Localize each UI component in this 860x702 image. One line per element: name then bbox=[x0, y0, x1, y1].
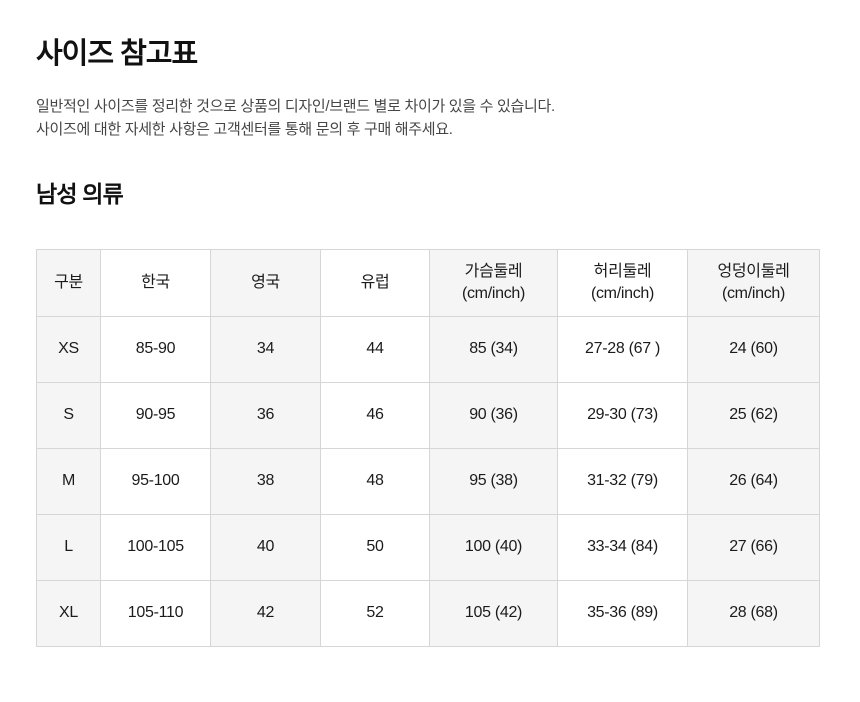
table-cell: 27 (66) bbox=[687, 513, 820, 581]
col-header-waist-unit: (cm/inch) bbox=[590, 284, 655, 302]
table-row-xs: XS 85-90 34 44 85 (34) 27-28 (67 ) 24 (6… bbox=[36, 315, 820, 383]
table-cell: 50 bbox=[320, 513, 430, 581]
col-header-waist: 허리둘레 (cm/inch) bbox=[557, 248, 688, 317]
table-cell: 95-100 bbox=[100, 447, 211, 515]
col-header-category: 구분 bbox=[36, 248, 101, 317]
size-guide-page: 사이즈 참고표 일반적인 사이즈를 정리한 것으로 상품의 디자인/브랜드 별로… bbox=[36, 38, 824, 647]
col-header-chest: 가슴둘레 (cm/inch) bbox=[429, 248, 558, 317]
table-cell: 95 (38) bbox=[429, 447, 558, 515]
header-row: 구분 한국 영국 유럽 가슴둘레 (cm/inch) 허리둘레 (cm/inch bbox=[36, 248, 820, 317]
table-cell: 44 bbox=[320, 315, 430, 383]
table-cell: 100-105 bbox=[100, 513, 211, 581]
page-title: 사이즈 참고표 bbox=[36, 38, 198, 70]
table-cell: 85-90 bbox=[100, 315, 211, 383]
table-row-m: M 95-100 38 48 95 (38) 31-32 (79) 26 (64… bbox=[36, 447, 820, 515]
table-cell: 105-110 bbox=[100, 579, 211, 647]
table-cell: 42 bbox=[210, 579, 321, 647]
table-cell: 29-30 (73) bbox=[557, 381, 688, 449]
col-header-chest-unit: (cm/inch) bbox=[461, 284, 526, 302]
table-cell: 38 bbox=[210, 447, 321, 515]
table-row-xl: XL 105-110 42 52 105 (42) 35-36 (89) 28 … bbox=[36, 579, 820, 647]
table-cell: 35-36 (89) bbox=[557, 579, 688, 647]
table-cell: 52 bbox=[320, 579, 430, 647]
description: 일반적인 사이즈를 정리한 것으로 상품의 디자인/브랜드 별로 차이가 있을 … bbox=[36, 95, 824, 141]
col-header-hip: 엉덩이둘레 (cm/inch) bbox=[687, 248, 820, 317]
table-cell: 90 (36) bbox=[429, 381, 558, 449]
table-row-s: S 90-95 36 46 90 (36) 29-30 (73) 25 (62) bbox=[36, 381, 820, 449]
table-cell: XS bbox=[36, 315, 101, 383]
table-cell: 46 bbox=[320, 381, 430, 449]
table-cell: 48 bbox=[320, 447, 430, 515]
table-cell: 90-95 bbox=[100, 381, 211, 449]
table-cell: 85 (34) bbox=[429, 315, 558, 383]
table-cell: 105 (42) bbox=[429, 579, 558, 647]
table-cell: S bbox=[36, 381, 101, 449]
table-row-l: L 100-105 40 50 100 (40) 33-34 (84) 27 (… bbox=[36, 513, 820, 581]
table-cell: XL bbox=[36, 579, 101, 647]
section-title-mens-clothing: 남성 의류 bbox=[36, 181, 124, 208]
table-cell: M bbox=[36, 447, 101, 515]
table-cell: 27-28 (67 ) bbox=[557, 315, 688, 383]
col-header-korea: 한국 bbox=[100, 248, 211, 317]
table-cell: 31-32 (79) bbox=[557, 447, 688, 515]
description-line-2: 사이즈에 대한 자세한 사항은 고객센터를 통해 문의 후 구매 해주세요. bbox=[36, 121, 453, 139]
table-cell: 40 bbox=[210, 513, 321, 581]
table-cell: 34 bbox=[210, 315, 321, 383]
table-cell: 28 (68) bbox=[687, 579, 820, 647]
table-cell: 25 (62) bbox=[687, 381, 820, 449]
col-header-hip-unit: (cm/inch) bbox=[721, 284, 786, 302]
table-cell: 33-34 (84) bbox=[557, 513, 688, 581]
table-cell: 24 (60) bbox=[687, 315, 820, 383]
table-cell: 36 bbox=[210, 381, 321, 449]
col-header-uk: 영국 bbox=[210, 248, 321, 317]
table-cell: 100 (40) bbox=[429, 513, 558, 581]
description-line-1: 일반적인 사이즈를 정리한 것으로 상품의 디자인/브랜드 별로 차이가 있을 … bbox=[36, 98, 555, 116]
mens-size-table: 구분 한국 영국 유럽 가슴둘레 (cm/inch) 허리둘레 (cm/inch bbox=[36, 248, 820, 647]
table-cell: 26 (64) bbox=[687, 447, 820, 515]
table-cell: L bbox=[36, 513, 101, 581]
col-header-europe: 유럽 bbox=[320, 248, 430, 317]
